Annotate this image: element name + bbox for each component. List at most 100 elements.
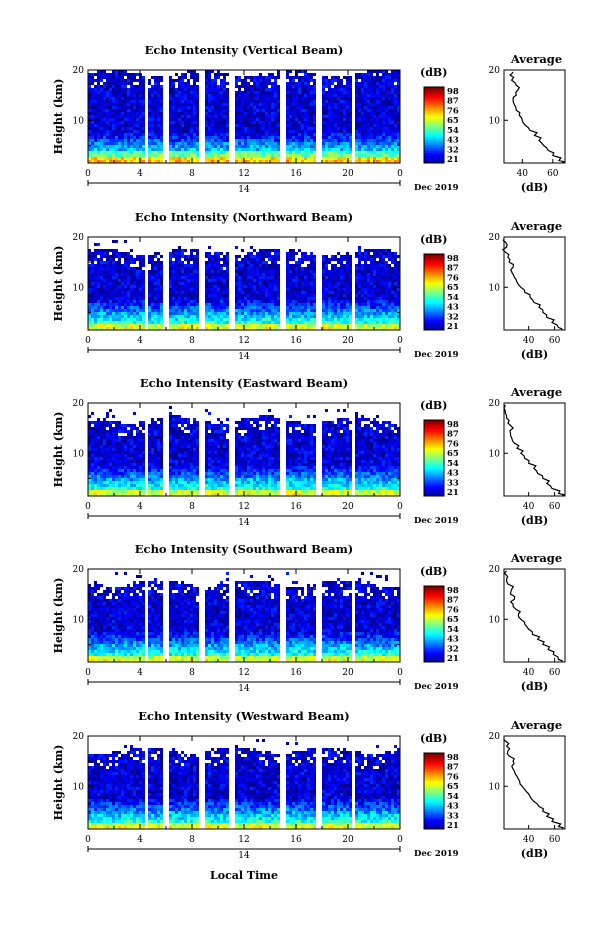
colorbar-tick-label: 54: [447, 126, 459, 136]
colorbar-tick-label: 87: [447, 264, 459, 274]
x-tick-label: 0: [397, 169, 403, 179]
y-tick-label: 10: [73, 449, 85, 459]
panel-title: Echo Intensity (Southward Beam): [135, 542, 353, 556]
profile-x-tick-label: 40: [517, 169, 529, 179]
profile-x-tick-label: 60: [549, 668, 561, 678]
profile-y-tick-label: 20: [489, 66, 501, 76]
profile-title: Average: [510, 551, 562, 565]
profile-line: [501, 238, 563, 331]
colorbar-tick-label: 98: [447, 254, 459, 264]
x-tick-label: 20: [342, 169, 354, 179]
colorbar-tick-label: 76: [447, 605, 459, 615]
heatmap-cells: [88, 572, 400, 662]
profile-x-tick-label: 40: [523, 502, 535, 512]
x-tick-label: 16: [290, 502, 302, 512]
x-tick-label: 20: [342, 502, 354, 512]
x-tick-label: 4: [137, 336, 143, 346]
colorbar-tick-label: 43: [447, 802, 459, 812]
x-tick-label: 0: [85, 336, 91, 346]
profile-x-label: (dB): [521, 181, 548, 194]
day-label: 14: [238, 352, 250, 362]
colorbar-tick-label: 98: [447, 753, 459, 763]
x-tick-label: 20: [342, 668, 354, 678]
panel-title: Echo Intensity (Eastward Beam): [140, 376, 348, 390]
panel-title: Echo Intensity (Northward Beam): [135, 210, 353, 224]
colorbar-tick-label: 76: [447, 772, 459, 782]
panel-2: Echo Intensity (Northward Beam) 10 20 Heigh…: [52, 210, 566, 362]
profile-y-tick-label: 20: [489, 565, 501, 575]
colorbar-frame: [423, 253, 445, 331]
day-label: 14: [238, 185, 250, 195]
x-tick-label: 12: [238, 169, 249, 179]
colorbar-tick-label: 32: [447, 312, 459, 322]
date-label: Dec 2019: [414, 849, 459, 859]
colorbar-tick-label: 32: [447, 145, 459, 155]
y-tick-label: 20: [73, 66, 85, 76]
x-tick-label: 20: [342, 336, 354, 346]
x-tick-label: 8: [189, 835, 195, 845]
colorbar-tick-label: 65: [447, 283, 459, 293]
colorbar-tick-label: 33: [447, 811, 459, 821]
colorbar-tick-label: 87: [447, 763, 459, 773]
profile-line: [503, 738, 564, 830]
colorbar-tick-label: 87: [447, 97, 459, 107]
colorbar-tick-label: 65: [447, 449, 459, 459]
profile-x-label: (dB): [521, 348, 548, 361]
profile-y-tick-label: 10: [489, 782, 501, 792]
colorbar-tick-label: 33: [447, 478, 459, 488]
profile-x-label: (dB): [521, 514, 548, 527]
y-tick-label: 10: [73, 782, 85, 792]
x-tick-label: 12: [238, 835, 249, 845]
colorbar-unit: (dB): [420, 565, 447, 578]
profile-y-tick-label: 10: [489, 449, 501, 459]
panel-title: Echo Intensity (Vertical Beam): [145, 43, 344, 57]
colorbar-tick-label: 65: [447, 615, 459, 625]
colorbar-tick-label: 98: [447, 586, 459, 596]
colorbar-tick-label: 76: [447, 106, 459, 116]
x-tick-label: 20: [342, 835, 354, 845]
profile-x-tick-label: 60: [549, 336, 561, 346]
date-label: Dec 2019: [414, 682, 459, 692]
colorbar-unit: (dB): [420, 732, 447, 745]
x-tick-label: 0: [397, 336, 403, 346]
colorbar-tick-label: 54: [447, 293, 459, 303]
date-label: Dec 2019: [414, 350, 459, 360]
profile-frame: [503, 236, 566, 331]
panel-4: Echo Intensity (Southward Beam) 10 20 Heigh…: [52, 542, 566, 694]
y-tick-label: 20: [73, 399, 85, 409]
profile-x-label: (dB): [521, 847, 548, 860]
x-tick-label: 0: [397, 502, 403, 512]
colorbar-frame: [423, 752, 445, 830]
profile-line: [509, 71, 566, 164]
x-tick-label: 4: [137, 502, 143, 512]
heatmap-cells: [88, 240, 400, 330]
profile-x-label: (dB): [521, 680, 548, 693]
colorbar-tick-label: 54: [447, 792, 459, 802]
profile-y-tick-label: 20: [489, 732, 501, 742]
date-label: Dec 2019: [414, 516, 459, 526]
colorbar-tick-label: 98: [447, 420, 459, 430]
profile-title: Average: [510, 718, 562, 732]
y-tick-label: 20: [73, 233, 85, 243]
x-tick-label: 8: [189, 336, 195, 346]
heatmap-cells: [88, 406, 400, 496]
x-axis-label: Local Time: [210, 869, 278, 882]
panel-3: Echo Intensity (Eastward Beam) 10 20 Height…: [52, 376, 566, 528]
panel-title: Echo Intensity (Westward Beam): [138, 709, 349, 723]
x-tick-label: 16: [290, 668, 302, 678]
x-tick-label: 16: [290, 336, 302, 346]
y-axis-label: Height (km): [52, 745, 65, 821]
x-tick-label: 12: [238, 502, 249, 512]
profile-frame: [503, 568, 566, 663]
colorbar-tick-label: 76: [447, 439, 459, 449]
x-tick-label: 12: [238, 336, 249, 346]
profile-frame: [503, 402, 566, 497]
